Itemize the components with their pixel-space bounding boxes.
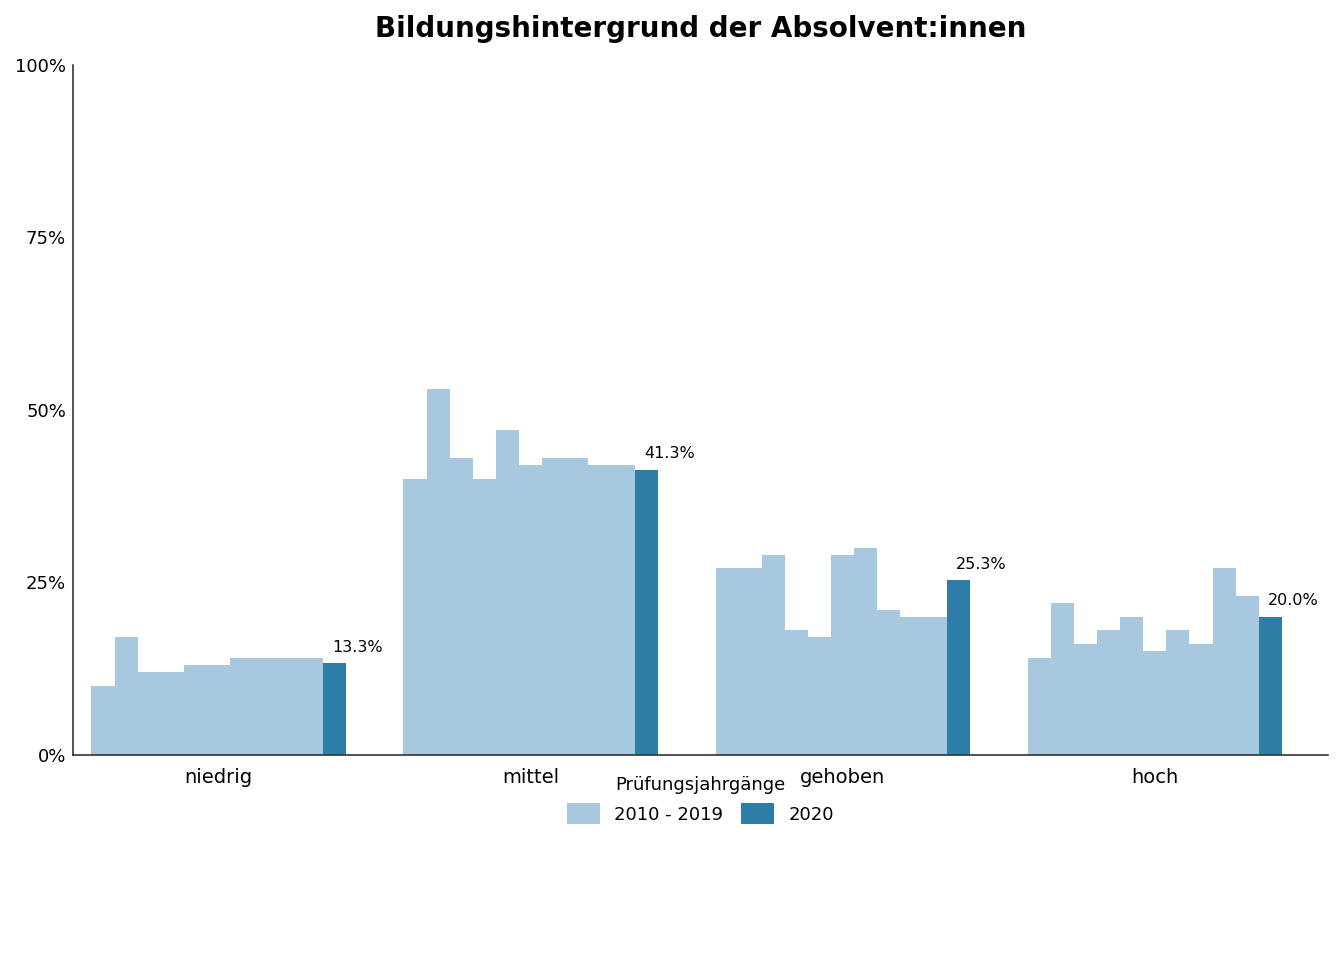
Bar <box>1074 644 1097 755</box>
Bar <box>1189 644 1212 755</box>
Bar <box>426 389 450 755</box>
Bar <box>612 465 634 755</box>
Text: 13.3%: 13.3% <box>332 639 383 655</box>
Bar <box>715 568 739 755</box>
Bar <box>1167 631 1189 755</box>
Bar <box>855 547 878 755</box>
Bar <box>91 685 114 755</box>
Bar <box>808 637 831 755</box>
Bar <box>900 616 923 755</box>
Bar <box>542 458 566 755</box>
Bar <box>519 465 542 755</box>
Bar <box>207 665 230 755</box>
Legend: 2010 - 2019, 2020: 2010 - 2019, 2020 <box>550 758 852 842</box>
Bar <box>300 658 323 755</box>
Bar <box>1144 651 1167 755</box>
Bar <box>184 665 207 755</box>
Title: Bildungshintergrund der Absolvent:innen: Bildungshintergrund der Absolvent:innen <box>375 15 1027 43</box>
Bar <box>114 637 137 755</box>
Bar <box>785 631 808 755</box>
Bar <box>739 568 762 755</box>
Bar <box>323 662 345 755</box>
Bar <box>1051 603 1074 755</box>
Bar <box>161 672 184 755</box>
Text: 25.3%: 25.3% <box>956 557 1007 572</box>
Bar <box>1235 596 1259 755</box>
Bar <box>589 465 612 755</box>
Bar <box>137 672 161 755</box>
Bar <box>634 469 657 755</box>
Bar <box>1259 616 1282 755</box>
Text: 20.0%: 20.0% <box>1267 593 1318 609</box>
Text: 41.3%: 41.3% <box>644 446 695 462</box>
Bar <box>831 555 855 755</box>
Bar <box>253 658 277 755</box>
Bar <box>496 430 519 755</box>
Bar <box>566 458 589 755</box>
Bar <box>403 479 426 755</box>
Bar <box>1097 631 1120 755</box>
Bar <box>946 580 970 755</box>
Bar <box>878 610 900 755</box>
Bar <box>277 658 300 755</box>
Bar <box>230 658 253 755</box>
Bar <box>762 555 785 755</box>
Bar <box>1212 568 1235 755</box>
Bar <box>923 616 946 755</box>
Bar <box>450 458 473 755</box>
Bar <box>1120 616 1144 755</box>
Bar <box>473 479 496 755</box>
Bar <box>1028 658 1051 755</box>
